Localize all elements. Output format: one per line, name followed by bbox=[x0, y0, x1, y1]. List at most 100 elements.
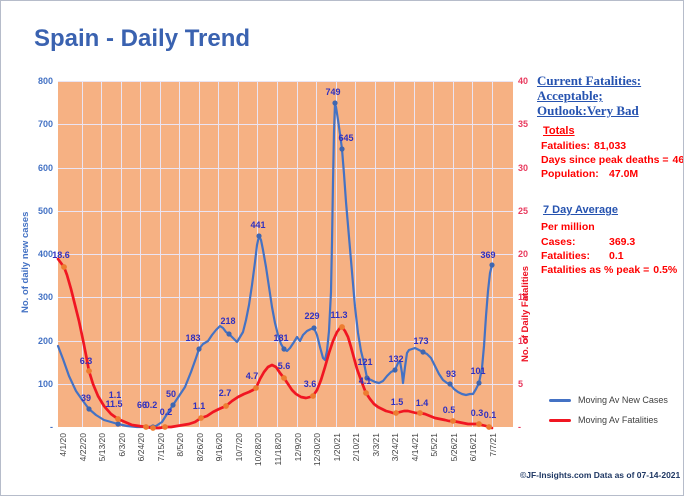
y-axis-left-tick: 800 bbox=[37, 76, 53, 86]
data-marker bbox=[86, 406, 92, 412]
data-marker bbox=[281, 346, 287, 352]
stat-value: 0.5% bbox=[653, 264, 678, 276]
x-axis-tick: 4/14/21 bbox=[409, 433, 420, 462]
x-axis-tick: 5/26/21 bbox=[448, 433, 459, 462]
data-marker bbox=[162, 424, 168, 430]
y-axis-right-tick: 40 bbox=[518, 76, 529, 86]
gridline-horizontal bbox=[58, 297, 513, 299]
data-label: 4.1 bbox=[359, 376, 372, 386]
gridline-horizontal bbox=[58, 124, 513, 126]
data-label: 645 bbox=[338, 133, 353, 143]
data-label: 229 bbox=[304, 311, 319, 321]
data-label: 1.4 bbox=[416, 398, 429, 408]
data-marker bbox=[392, 367, 398, 373]
y-axis-right-tick: 5 bbox=[518, 378, 524, 389]
data-label: 1.1 bbox=[193, 401, 206, 411]
legend-item: Moving Av New Cases bbox=[549, 395, 668, 405]
y-axis-left-tick: 500 bbox=[37, 205, 53, 216]
stat-label: Cases: bbox=[541, 236, 576, 248]
outlook-headline: Current Fatalities: Acceptable; Outlook:… bbox=[537, 73, 641, 118]
data-label: 183 bbox=[185, 333, 200, 343]
y-axis-right-tick: 25 bbox=[518, 205, 529, 216]
legend-label: Moving Av New Cases bbox=[578, 395, 668, 405]
y-axis-right-tick: 10 bbox=[518, 335, 529, 346]
x-axis-tick: 6/16/21 bbox=[468, 433, 479, 462]
y-axis-left-tick: 300 bbox=[37, 292, 53, 303]
data-label: 0.2 bbox=[160, 407, 173, 417]
x-axis-tick: 12/30/20 bbox=[312, 433, 323, 467]
data-marker bbox=[115, 421, 121, 427]
y-axis-left-tick: 700 bbox=[37, 119, 53, 130]
x-axis-tick: 5/13/20 bbox=[97, 433, 108, 462]
data-marker bbox=[393, 410, 399, 416]
x-axis-tick: 8/26/20 bbox=[194, 433, 205, 462]
y-axis-right-tick: 35 bbox=[518, 119, 529, 130]
x-axis-tick: 10/28/20 bbox=[253, 433, 264, 467]
stat-label: Fatalities: bbox=[541, 140, 591, 152]
data-label: 0.5 bbox=[443, 405, 456, 415]
series-plot: 39 11.5 66 50 183 218 441 181 229 749 645 121 132 173… bbox=[52, 87, 497, 431]
data-label: 3.6 bbox=[304, 379, 317, 389]
stat-value: 47.0M bbox=[609, 168, 639, 180]
data-label: 121 bbox=[357, 357, 372, 367]
data-marker bbox=[253, 385, 259, 391]
stat-value: 81,033 bbox=[594, 140, 627, 152]
stat-value: 468 bbox=[672, 154, 684, 166]
data-label: 369 bbox=[480, 250, 495, 260]
data-label: 218 bbox=[220, 316, 235, 326]
data-marker bbox=[226, 331, 232, 337]
data-label: 749 bbox=[325, 87, 340, 97]
data-marker bbox=[198, 415, 204, 421]
data-marker bbox=[489, 262, 495, 268]
outlook-line-3: Outlook:Very Bad bbox=[537, 103, 639, 118]
x-axis-tick: 11/18/20 bbox=[272, 433, 283, 466]
data-label: 66 bbox=[137, 400, 147, 410]
gridline-horizontal bbox=[58, 81, 513, 82]
y-axis-left-tick: 400 bbox=[37, 249, 53, 259]
y-axis-left-tick: 200 bbox=[37, 335, 53, 346]
x-axis-tick: 1/20/21 bbox=[331, 433, 342, 462]
stat-row: Fatalities: 81,033 bbox=[541, 140, 626, 152]
x-axis-tick: 9/16/20 bbox=[214, 433, 225, 462]
data-label: 101 bbox=[470, 366, 485, 376]
x-axis-tick: 7/7/21 bbox=[487, 433, 498, 457]
data-marker bbox=[447, 381, 453, 387]
footer-credit: ©JF-Insights.com Data as of 07-14-2021 bbox=[520, 470, 681, 480]
y-axis-left-tick: - bbox=[50, 422, 53, 432]
legend-item: Moving Av Fatalities bbox=[549, 415, 658, 425]
seven-day-average-heading: 7 Day Average bbox=[543, 204, 619, 216]
data-marker bbox=[332, 100, 338, 106]
data-label: 5.6 bbox=[278, 361, 291, 371]
data-marker bbox=[170, 402, 176, 408]
gridline-horizontal bbox=[58, 254, 513, 255]
legend-line-swatch bbox=[549, 418, 571, 422]
x-axis-tick: 8/5/20 bbox=[175, 433, 186, 457]
stat-row: Fatalities: 0.1 bbox=[541, 250, 624, 262]
data-label: 1.1 bbox=[109, 390, 122, 400]
data-label: 441 bbox=[250, 220, 265, 230]
data-label: 4.7 bbox=[246, 371, 259, 381]
data-label: 0.1 bbox=[484, 410, 497, 420]
y-axis-right-tick: 30 bbox=[518, 162, 529, 173]
stat-label: Population: bbox=[541, 168, 599, 180]
data-label: 93 bbox=[446, 369, 456, 379]
gridline-horizontal bbox=[58, 340, 513, 342]
data-marker bbox=[196, 346, 202, 352]
data-marker bbox=[86, 368, 92, 374]
stat-label: Days since peak deaths = bbox=[541, 154, 669, 166]
data-marker bbox=[281, 375, 287, 381]
x-axis-tick: 4/22/20 bbox=[77, 433, 88, 462]
data-marker bbox=[420, 349, 426, 355]
data-label: 11.3 bbox=[330, 310, 347, 320]
data-marker bbox=[476, 421, 482, 427]
page-title: Spain - Daily Trend bbox=[34, 25, 251, 52]
data-label: 6.3 bbox=[80, 356, 93, 366]
data-label: 11.5 bbox=[105, 399, 122, 409]
data-marker bbox=[486, 424, 492, 430]
y-axis-right-tick: 20 bbox=[518, 249, 529, 259]
data-label: 0.3 bbox=[471, 408, 484, 418]
per-million-label: Per million bbox=[541, 221, 595, 233]
outlook-line-1: Current Fatalities: bbox=[537, 73, 642, 88]
legend-line-swatch bbox=[549, 398, 571, 402]
